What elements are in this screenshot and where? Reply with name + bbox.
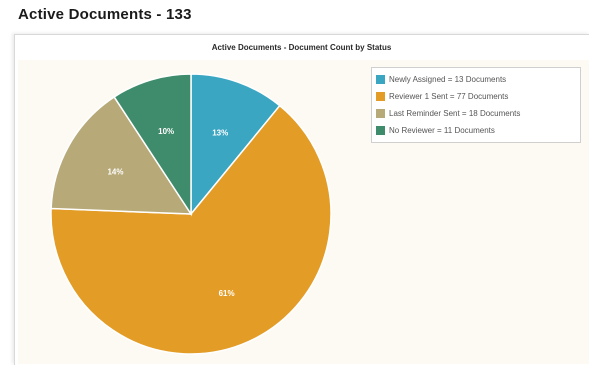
- legend-swatch: [376, 109, 385, 118]
- slice-label-3: 10%: [158, 127, 174, 136]
- legend-swatch: [376, 92, 385, 101]
- slice-label-2: 14%: [107, 167, 123, 176]
- legend-label: Reviewer 1 Sent = 77 Documents: [389, 92, 509, 101]
- chart-legend: Newly Assigned = 13 Documents Reviewer 1…: [371, 67, 581, 143]
- chart-title: Active Documents - Document Count by Sta…: [211, 43, 392, 52]
- legend-swatch: [376, 126, 385, 135]
- pie-slice-3[interactable]: [113, 73, 192, 217]
- pie-slice-1[interactable]: [50, 104, 332, 355]
- pie-slice-0[interactable]: [190, 73, 281, 217]
- slice-label-0: 13%: [212, 128, 228, 137]
- slice-label-1: 61%: [219, 289, 235, 298]
- legend-item-reviewer-1-sent[interactable]: Reviewer 1 Sent = 77 Documents: [376, 88, 576, 105]
- page-title: Active Documents - 133: [18, 6, 192, 23]
- pie-slice-2[interactable]: [50, 95, 193, 215]
- legend-label: Newly Assigned = 13 Documents: [389, 75, 507, 84]
- legend-label: Last Reminder Sent = 18 Documents: [389, 109, 521, 118]
- legend-item-last-reminder-sent[interactable]: Last Reminder Sent = 18 Documents: [376, 105, 576, 122]
- legend-item-newly-assigned[interactable]: Newly Assigned = 13 Documents: [376, 71, 576, 88]
- legend-item-no-reviewer[interactable]: No Reviewer = 11 Documents: [376, 122, 576, 139]
- legend-label: No Reviewer = 11 Documents: [389, 126, 495, 135]
- legend-swatch: [376, 75, 385, 84]
